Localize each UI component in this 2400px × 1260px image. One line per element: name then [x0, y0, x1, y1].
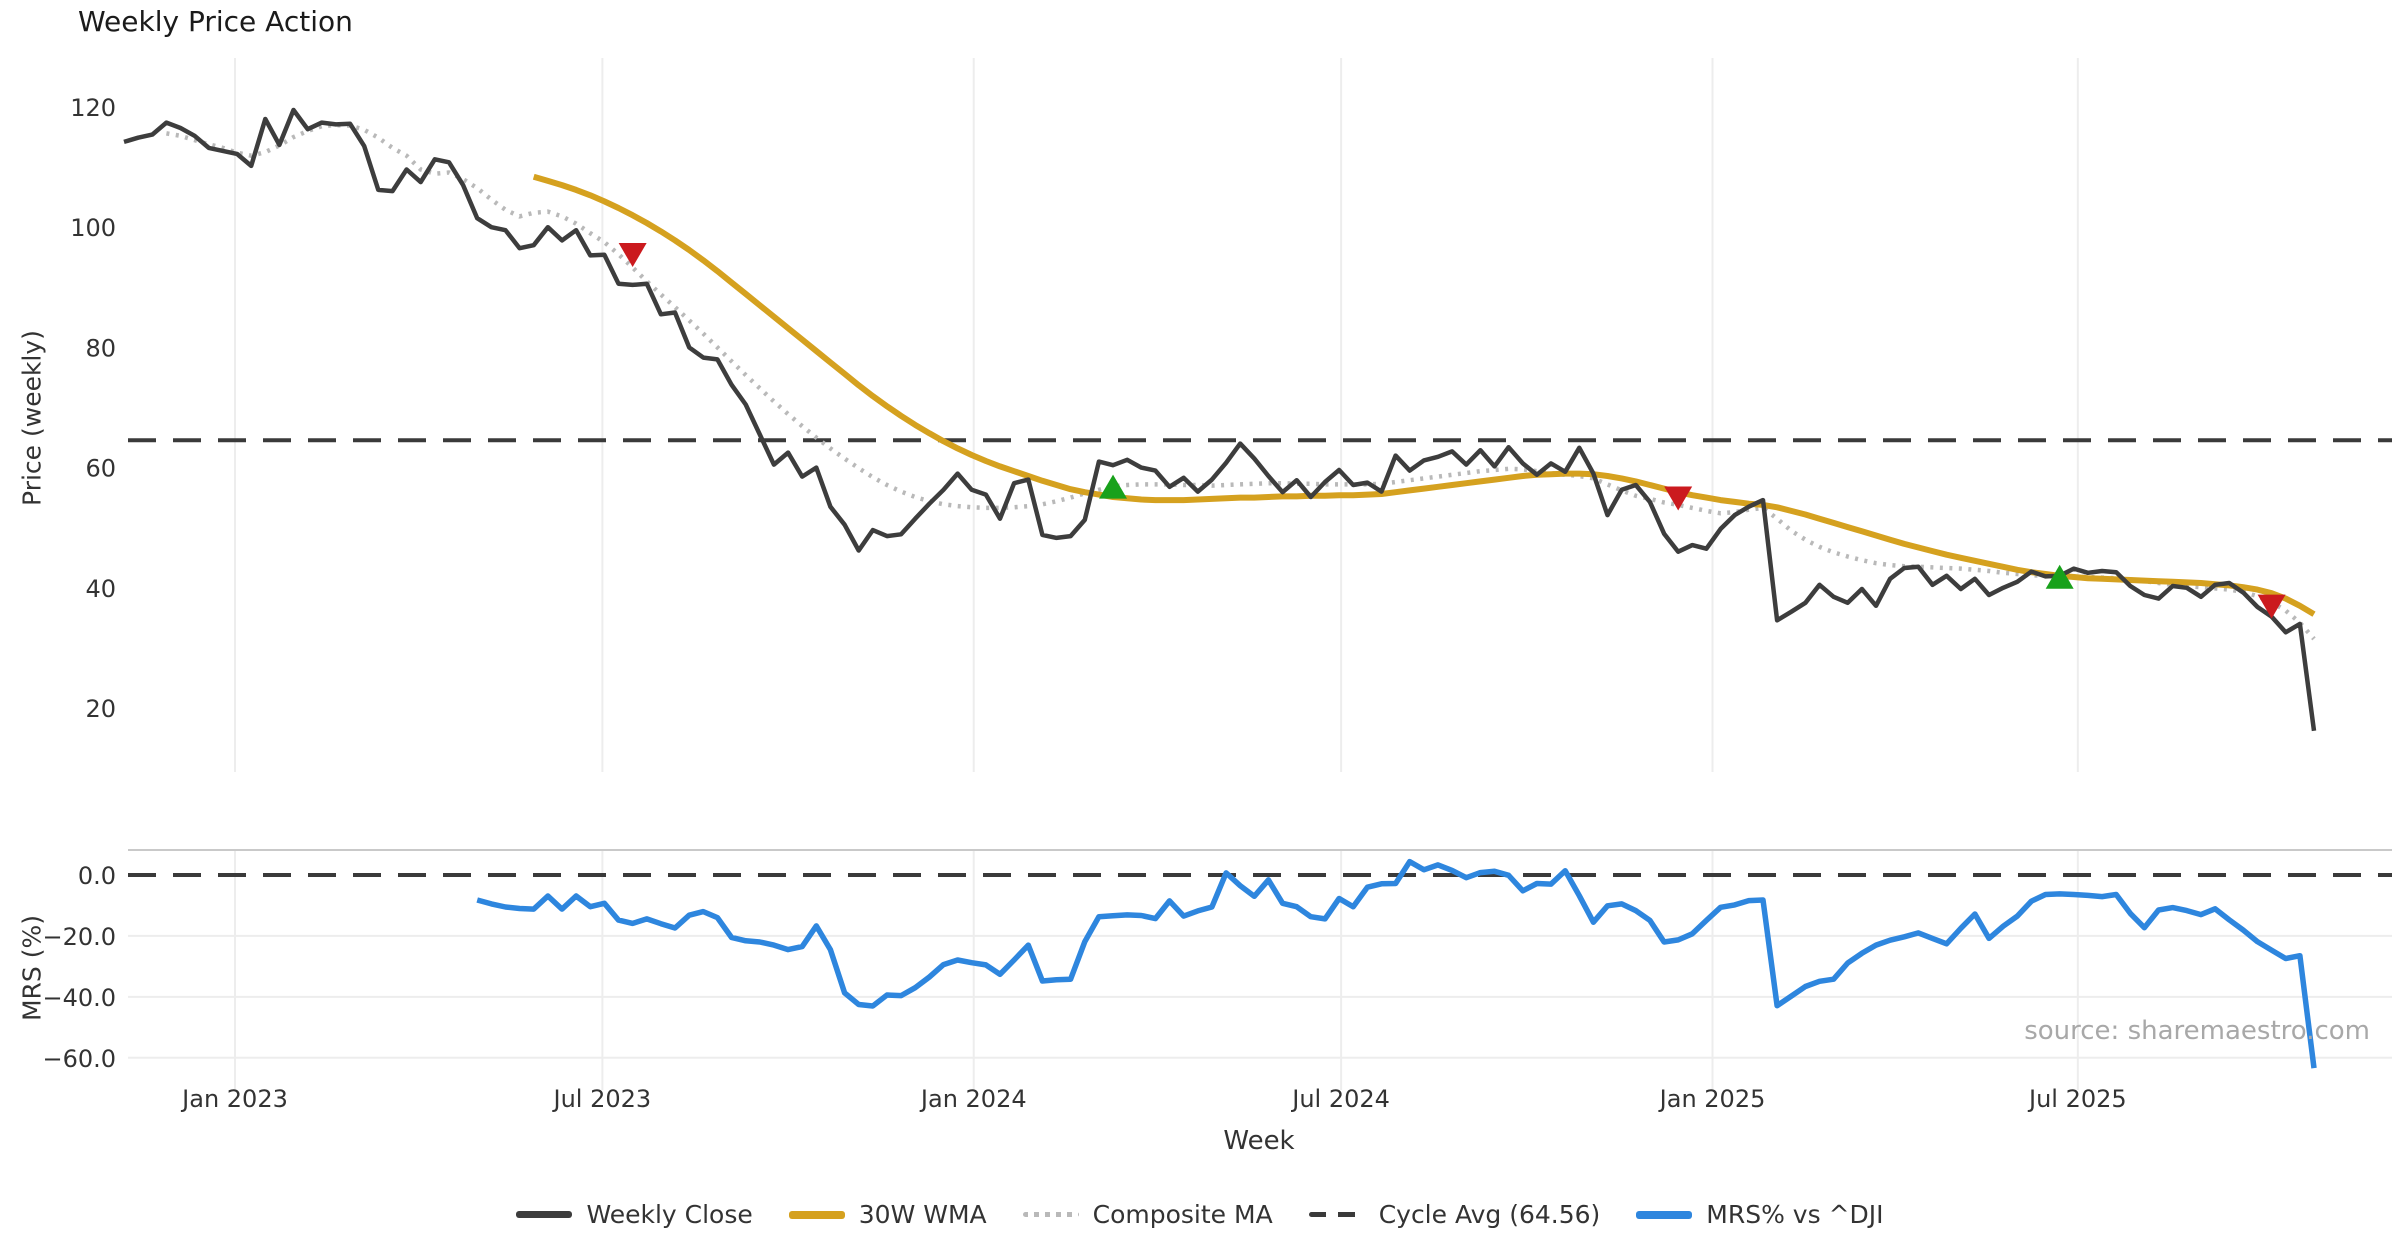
mrs-tick-label: −60.0: [42, 1045, 116, 1073]
mrs-axis-label: MRS (%): [17, 914, 47, 1022]
legend-label-wma: 30W WMA: [858, 1200, 987, 1229]
price-tick-label: 80: [85, 334, 116, 362]
price-axis-label: Price (weekly): [17, 330, 47, 506]
price-tick-label: 20: [85, 695, 116, 723]
x-axis-label: Week: [1223, 1126, 1295, 1156]
wma-line-swatch-icon: [788, 1210, 845, 1219]
legend-label-cycle-avg: Cycle Avg (64.56): [1378, 1200, 1601, 1229]
x-tick-label: Jul 2024: [1290, 1085, 1390, 1113]
mrs-line-swatch-icon: [1636, 1210, 1693, 1219]
legend: Weekly Close 30W WMA Composite MA Cycle …: [0, 1200, 2400, 1229]
sell-signal-marker: [1664, 486, 1693, 511]
buy-signal-marker: [1099, 474, 1128, 499]
chart-title: Weekly Price Action: [78, 5, 353, 38]
composite-ma-line: [166, 122, 2316, 641]
source-watermark: source: sharemaestro.com: [2024, 1016, 2370, 1046]
mrs-tick-label: −20.0: [42, 923, 116, 951]
mrs-tick-label: 0.0: [78, 862, 116, 890]
sell-signal-marker: [2257, 594, 2286, 619]
buy-signal-marker: [2045, 564, 2074, 589]
legend-item-weekly-close: Weekly Close: [516, 1200, 753, 1229]
legend-item-mrs: MRS% vs ^DJI: [1636, 1200, 1884, 1229]
price-tick-label: 100: [70, 214, 116, 242]
sell-signal-marker: [618, 243, 647, 268]
price-tick-label: 40: [85, 575, 116, 603]
x-tick-label: Jan 2025: [1658, 1085, 1766, 1113]
cycle-avg-dashed-swatch-icon: [1308, 1212, 1365, 1217]
composite-ma-dotted-swatch-icon: [1022, 1212, 1079, 1217]
x-tick-label: Jul 2023: [552, 1085, 652, 1113]
legend-item-composite: Composite MA: [1022, 1200, 1273, 1229]
x-tick-label: Jan 2023: [180, 1085, 288, 1113]
legend-label-composite: Composite MA: [1092, 1200, 1273, 1229]
mrs-line: [476, 858, 2317, 1069]
weekly-close-line: [123, 107, 2317, 732]
x-tick-label: Jul 2025: [2027, 1085, 2127, 1113]
price-tick-label: 120: [70, 94, 116, 122]
legend-item-wma: 30W WMA: [788, 1200, 987, 1229]
wma-line: [532, 173, 2316, 617]
legend-item-cycle-avg: Cycle Avg (64.56): [1308, 1200, 1601, 1229]
x-tick-label: Jan 2024: [919, 1085, 1027, 1113]
legend-label-weekly-close: Weekly Close: [586, 1200, 753, 1229]
mrs-tick-label: −40.0: [42, 984, 116, 1012]
weekly-close-line-swatch-icon: [516, 1211, 573, 1218]
legend-label-mrs: MRS% vs ^DJI: [1706, 1200, 1884, 1229]
price-tick-label: 60: [85, 455, 116, 483]
